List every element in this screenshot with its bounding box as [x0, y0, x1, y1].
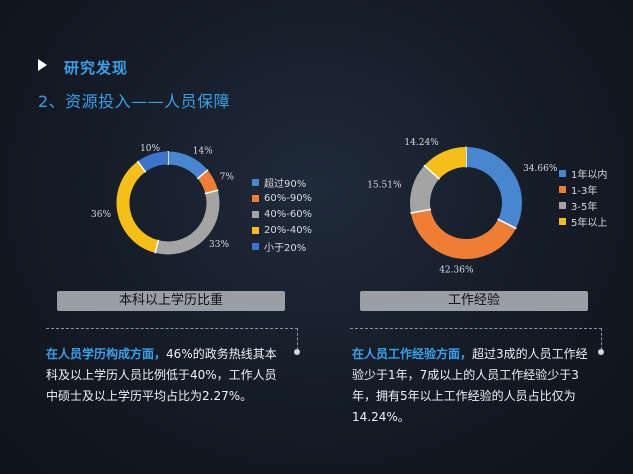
- section-title: 研究发现: [64, 59, 129, 77]
- donut-0-separator-1: [196, 169, 209, 180]
- donut-1-separator-1: [497, 218, 517, 230]
- legend-1-swatch-1: [559, 185, 566, 193]
- left-bullet-dot: [294, 349, 300, 355]
- legend-1-item-1: 1-3年: [559, 181, 607, 197]
- legend-1-swatch-2: [559, 201, 566, 209]
- donut-0-slice-3: [116, 161, 159, 253]
- right-divider-tick: [601, 328, 602, 350]
- legend-1-label-1: 1-3年: [571, 185, 598, 197]
- donut-0-separator-3: [154, 239, 160, 254]
- experience-finding-highlight: 在人员工作经验方面，: [352, 347, 473, 361]
- legend-1-label-2: 3-5年: [571, 201, 598, 213]
- donut-1-slice-3: [424, 147, 467, 180]
- donut-1-label-3: 14.24%: [404, 138, 439, 148]
- donut-1-separator-2: [410, 208, 432, 214]
- legend-0-label-0: 超过90%: [264, 178, 307, 190]
- experience-donut-chart: 34.66% 42.36% 15.51% 14.24%: [367, 138, 558, 276]
- legend-1-swatch-0: [559, 169, 566, 177]
- donut-0-label-1: 7%: [220, 173, 235, 183]
- donut-1-slice-2: [410, 165, 440, 214]
- legend-0-item-0: 超过90%: [252, 174, 312, 190]
- legend-0-item-2: 40%-60%: [252, 206, 312, 222]
- education-finding-text: 46%的政务热线其本科及以上学历人员比例低于40%，工作人员中硕士及以上学历平均…: [46, 347, 277, 403]
- donut-1-label-0: 34.66%: [523, 164, 558, 174]
- education-finding: 在人员学历构成方面，46%的政务热线其本科及以上学历人员比例低于40%，工作人员…: [46, 344, 286, 407]
- donut-0-slice-4: [137, 151, 169, 173]
- donut-1-separator-3: [423, 164, 441, 180]
- legend-0-swatch-1: [252, 194, 259, 202]
- legend-0-swatch-4: [252, 242, 259, 250]
- education-legend: 超过90% 60%-90% 40%-60% 20%-40% 小于20%: [252, 174, 312, 254]
- legend-1-item-2: 3-5年: [559, 197, 607, 213]
- donut-0-slice-0: [167, 151, 208, 179]
- donut-0-label-0: 14%: [193, 147, 213, 157]
- donut-1-slice-1: [410, 208, 516, 259]
- donut-1-label-2: 15.51%: [367, 181, 402, 191]
- experience-legend: 1年以内 1-3年 3-5年 5年以上: [559, 165, 607, 229]
- legend-0-item-1: 60%-90%: [252, 190, 312, 206]
- legend-0-swatch-0: [252, 178, 259, 186]
- legend-1-swatch-3: [559, 217, 566, 225]
- education-donut-chart: 14% 7% 33% 36% 10%: [91, 144, 235, 255]
- left-divider-tick: [297, 328, 298, 350]
- donut-1-slice-0: [465, 147, 522, 229]
- section-subtitle: 2、资源投入——人员保障: [38, 92, 231, 111]
- donut-0-separator-4: [136, 160, 147, 173]
- legend-1-item-0: 1年以内: [559, 165, 607, 181]
- donut-0-label-3: 36%: [91, 210, 111, 220]
- section-arrow-icon: [38, 59, 47, 71]
- left-divider: [46, 328, 298, 329]
- experience-finding-text: 超过3成的人员工作经验少于1年，7成以上的人员工作经验少于3年，拥有5年以上工作…: [352, 347, 588, 424]
- right-bullet-dot: [598, 349, 604, 355]
- legend-0-label-3: 20%-40%: [264, 224, 313, 236]
- legend-1-label-3: 5年以上: [571, 217, 608, 229]
- donut-0-slice-1: [197, 170, 218, 194]
- right-divider: [350, 328, 602, 329]
- legend-0-swatch-3: [252, 226, 259, 234]
- donut-1-label-1: 42.36%: [439, 265, 474, 275]
- legend-0-item-4: 小于20%: [252, 238, 312, 254]
- legend-0-swatch-2: [252, 210, 259, 218]
- education-finding-highlight: 在人员学历构成方面，: [46, 347, 167, 361]
- experience-chart-caption: 工作经验: [360, 291, 588, 311]
- legend-0-label-1: 60%-90%: [264, 192, 313, 204]
- donut-0-label-4: 10%: [140, 144, 160, 154]
- experience-finding: 在人员工作经验方面，超过3成的人员工作经验少于1年，7成以上的人员工作经验少于3…: [352, 344, 592, 428]
- donut-0-separator-2: [204, 189, 219, 195]
- legend-0-label-4: 小于20%: [264, 242, 307, 254]
- legend-1-item-3: 5年以上: [559, 213, 607, 229]
- education-chart-caption: 本科以上学历比重: [57, 291, 285, 311]
- donut-0-slice-2: [155, 190, 220, 255]
- legend-0-label-2: 40%-60%: [264, 208, 313, 220]
- legend-0-item-3: 20%-40%: [252, 222, 312, 238]
- donut-0-label-2: 33%: [209, 240, 229, 250]
- legend-1-label-0: 1年以内: [571, 169, 608, 181]
